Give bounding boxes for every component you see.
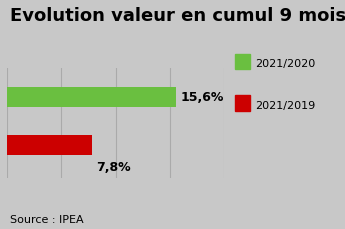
Bar xyxy=(7,87,176,107)
Text: 2021/2019: 2021/2019 xyxy=(255,100,316,110)
Text: 7,8%: 7,8% xyxy=(96,161,131,173)
Text: 15,6%: 15,6% xyxy=(181,91,224,104)
Text: Source : IPEA: Source : IPEA xyxy=(10,215,84,224)
Text: Evolution valeur en cumul 9 mois: Evolution valeur en cumul 9 mois xyxy=(10,7,345,25)
Text: 2021/2020: 2021/2020 xyxy=(255,59,316,69)
Bar xyxy=(7,135,92,155)
